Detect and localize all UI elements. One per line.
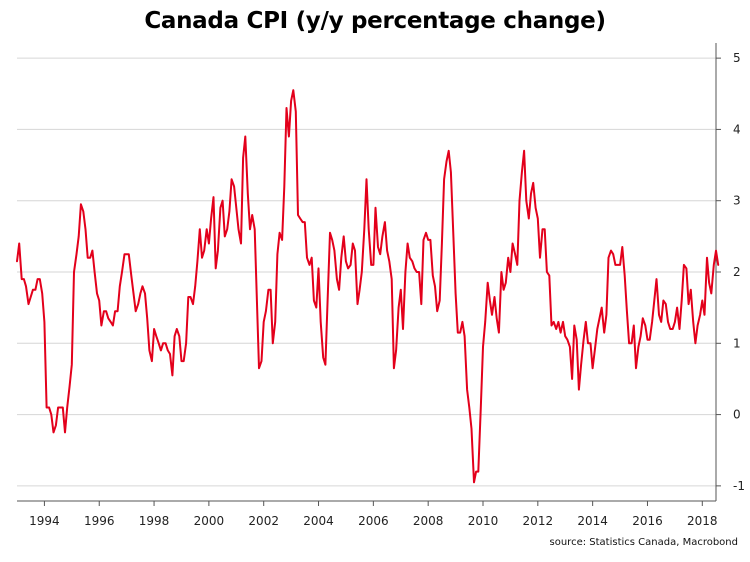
- source-note: source: Statistics Canada, Macrobond: [549, 537, 738, 548]
- x-tick-label: 1994: [29, 514, 60, 528]
- x-tick-label: 2002: [248, 514, 279, 528]
- x-tick-label: 1996: [84, 514, 115, 528]
- x-tick-label: 2016: [632, 514, 663, 528]
- x-tick-label: 2010: [468, 514, 499, 528]
- y-tick-label: 5: [733, 51, 741, 65]
- gridlines: [17, 57, 716, 487]
- x-tick-label: 2012: [523, 514, 554, 528]
- y-tick-label: 3: [733, 194, 741, 208]
- y-tick-label: 2: [733, 265, 741, 279]
- x-tick-label: 2018: [687, 514, 718, 528]
- x-tick-label: 2014: [577, 514, 608, 528]
- x-tick-label: 1998: [139, 514, 170, 528]
- cpi-series-line: [16, 89, 720, 484]
- y-tick-label: 1: [733, 336, 741, 350]
- y-tick-label: 4: [733, 122, 741, 136]
- y-tick-label: 0: [733, 408, 741, 422]
- x-tick-label: 2008: [413, 514, 444, 528]
- x-axis-ticks: 1994 1996 1998 2000 2002 2004 2006 2008 2010 2012…: [29, 501, 718, 528]
- y-tick-label: -1: [733, 479, 745, 493]
- x-tick-label: 2000: [194, 514, 225, 528]
- series-layer: [16, 89, 720, 484]
- x-tick-label: 2004: [303, 514, 334, 528]
- x-tick-label: 2006: [358, 514, 389, 528]
- y-axis: -1 0 1 2 3 4 5: [716, 51, 745, 493]
- chart-title: Canada CPI (y/y percentage change): [144, 8, 606, 34]
